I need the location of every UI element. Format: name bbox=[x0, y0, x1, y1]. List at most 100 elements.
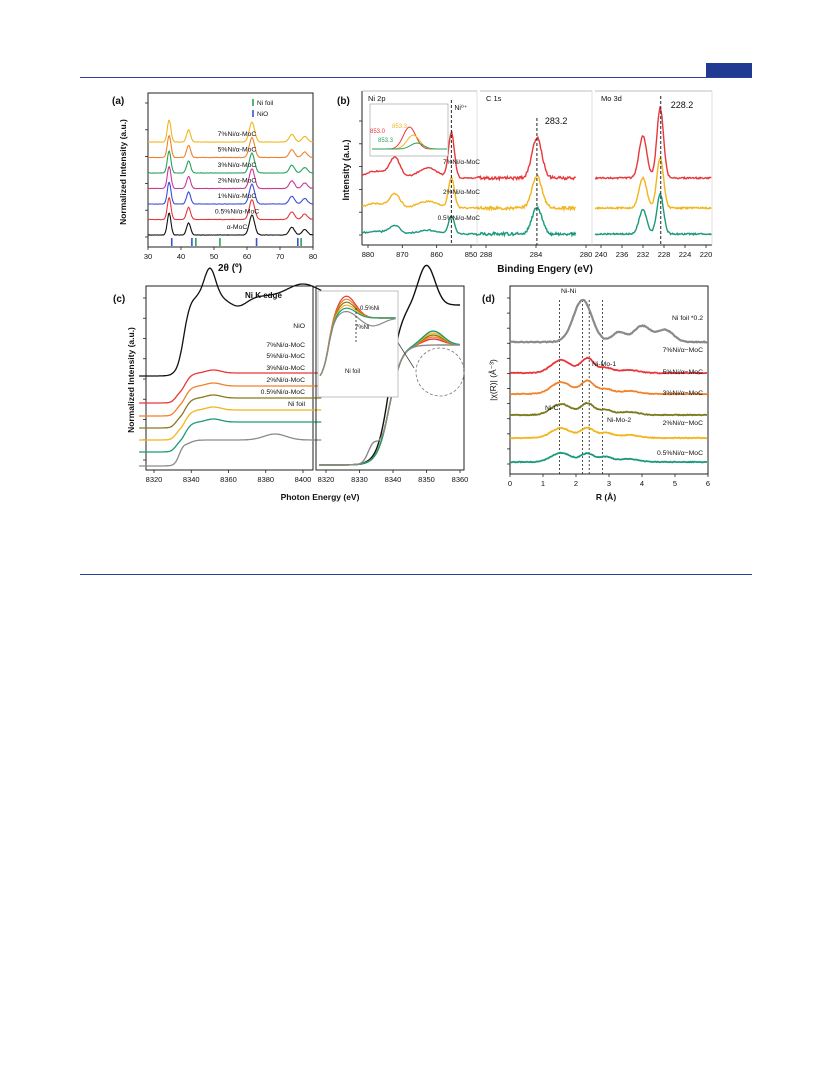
xanes-curve-0 bbox=[139, 267, 322, 377]
xrd-curve-5 bbox=[147, 134, 314, 159]
panel-d-x-tick-label: 3 bbox=[607, 479, 611, 488]
c1s-peak-label: 283.2 bbox=[545, 116, 568, 126]
xps-ni-curve-1 bbox=[361, 176, 477, 210]
panel-a-label: (a) bbox=[112, 96, 124, 107]
panel-d-x-tick-label: 6 bbox=[706, 479, 710, 488]
panel-c-right-x-tick-label: 8350 bbox=[418, 475, 435, 484]
exafs-curve-3 bbox=[509, 401, 708, 417]
xps-series-label: 2%Ni/α-MoC bbox=[443, 189, 480, 196]
exafs-curve-1 bbox=[509, 356, 708, 375]
xanes-series-label: 5%Ni/α-MoC bbox=[266, 353, 305, 360]
panel-c-zoom-frame bbox=[315, 285, 465, 471]
panel-a-ylabel: Normalized Intensity (a.u.) bbox=[118, 119, 128, 225]
panel-b-tick-label: 860 bbox=[430, 250, 443, 259]
xrd-series-label: 0.5%Ni/α-MoC bbox=[215, 209, 259, 216]
panel-d-x-tick-label: 2 bbox=[574, 479, 578, 488]
xps-series-label: 7%Ni/α-MoC bbox=[443, 159, 480, 166]
xanes-series-label: 2%Ni/α-MoC bbox=[266, 377, 305, 384]
xanes-curve-2 bbox=[139, 382, 322, 417]
panel-b-tick-label: 288 bbox=[480, 250, 493, 259]
xps-ni-curve-2 bbox=[361, 215, 477, 236]
xanes-curve-5 bbox=[139, 418, 322, 453]
xps-ni-curve-0 bbox=[361, 129, 477, 180]
inset-label-nifoil: Ni foil bbox=[345, 369, 360, 375]
xrd-curve-2 bbox=[147, 181, 313, 205]
xps-series-label: 0.5%Ni/α-MoC bbox=[438, 215, 481, 222]
panel-c-right-x-tick-label: 8320 bbox=[318, 475, 335, 484]
xrd-curve-6 bbox=[148, 119, 314, 143]
xrd-series-label: 3%Ni/α-MoC bbox=[218, 162, 257, 169]
panel-b-tick-label: 220 bbox=[700, 250, 713, 259]
panel-c-left-x-tick-label: 8360 bbox=[220, 475, 237, 484]
xrd-series-label: 2%Ni/α-MoC bbox=[218, 178, 257, 185]
xanes-series-label: 3%Ni/α-MoC bbox=[266, 365, 305, 372]
exafs-curve-0 bbox=[509, 298, 708, 344]
panel-c-left-x-tick-label: 8320 bbox=[146, 475, 163, 484]
panel-a-x-tick-label: 30 bbox=[144, 252, 152, 261]
ni-mo-1-label: Ni-Mo-1 bbox=[592, 361, 616, 368]
ni-mo-2-label: Ni-Mo-2 bbox=[607, 417, 631, 424]
panel-b-tick-label: 850 bbox=[465, 250, 478, 259]
inset-label-05: 0.5%Ni bbox=[360, 306, 379, 312]
panel-c-right-x-tick-label: 8360 bbox=[452, 475, 469, 484]
xps-mo-curve-1 bbox=[594, 156, 712, 211]
panel-a-x-tick-label: 70 bbox=[276, 252, 284, 261]
panel-c-ylabel: Normalized Intensity (a.u.) bbox=[126, 327, 136, 433]
inset-label-7: 7%Ni bbox=[355, 325, 369, 331]
xrd-curve-1 bbox=[147, 196, 314, 221]
panel-b-xlabel: Binding Engery (eV) bbox=[497, 264, 593, 275]
mo3d-peak-label: 228.2 bbox=[671, 100, 694, 110]
panel-b-tick-label: 228 bbox=[658, 250, 671, 259]
xrd-series-label: 1%Ni/α-MoC bbox=[218, 193, 257, 200]
panel-b-subtitle: Mo 3d bbox=[601, 94, 622, 103]
panel-a-x-tick-label: 50 bbox=[210, 252, 218, 261]
zoom-circle bbox=[415, 347, 465, 397]
panel-b-tick-label: 236 bbox=[616, 250, 629, 259]
inset-peak-label: 853.0 bbox=[370, 129, 386, 135]
xrd-curve-0 bbox=[147, 212, 314, 236]
xanes-curve-1 bbox=[139, 369, 322, 404]
exafs-series-label: Ni foil *0.2 bbox=[672, 315, 703, 322]
xanes-curve-3 bbox=[139, 394, 322, 429]
panel-c-frame bbox=[145, 285, 314, 471]
xps-c-curve-0 bbox=[475, 135, 577, 182]
panel-d-xlabel: R (Å) bbox=[596, 492, 616, 502]
panel-a-x-tick-label: 40 bbox=[177, 252, 185, 261]
exafs-curve-4 bbox=[509, 426, 708, 440]
xanes-series-label: Ni foil bbox=[288, 401, 305, 408]
panel-d-x-tick-label: 1 bbox=[541, 479, 545, 488]
panel-c-right-x-tick-label: 8340 bbox=[385, 475, 402, 484]
exafs-series-label: 0.5%Ni/α−MoC bbox=[657, 450, 703, 457]
header-tab bbox=[706, 63, 752, 77]
ni0-label: Ni⁰⁺ bbox=[454, 104, 467, 112]
legend-ni-foil-label: Ni foil bbox=[257, 100, 274, 107]
panel-a-x-tick-label: 80 bbox=[309, 252, 317, 261]
xps-c-curve-1 bbox=[475, 174, 576, 213]
xrd-series-label: α-MoC bbox=[227, 224, 248, 231]
ni-inset-curve-2 bbox=[372, 142, 447, 150]
exafs-curve-2 bbox=[509, 379, 708, 396]
panel-d-ylabel: |χ(R)| (Å⁻³) bbox=[488, 359, 498, 401]
panel-a-xlabel: 2θ (º) bbox=[218, 263, 242, 274]
ni-c-label: Ni-C bbox=[545, 405, 559, 412]
xanes-inset-curve-5 bbox=[319, 311, 396, 377]
panel-c-xlabel: Photon Energy (eV) bbox=[281, 492, 360, 502]
xanes-curve-6 bbox=[139, 433, 322, 467]
xrd-series-label: 5%Ni/α-MoC bbox=[218, 147, 257, 154]
panel-a-frame bbox=[147, 92, 314, 248]
panel-b-tick-label: 284 bbox=[530, 250, 543, 259]
xanes-series-label: 0.5%Ni/α-MoC bbox=[261, 389, 305, 396]
panel-c-left-x-tick-label: 8340 bbox=[183, 475, 200, 484]
panel-b-tick-label: 240 bbox=[595, 250, 608, 259]
xps-mo-curve-0 bbox=[595, 105, 712, 180]
panel-b-subtitle: C 1s bbox=[486, 94, 502, 103]
exafs-series-label: 3%Ni/α−MoC bbox=[663, 390, 703, 397]
footer-rule bbox=[80, 574, 752, 575]
panel-c-label: (c) bbox=[113, 294, 125, 305]
ni-ni-label: Ni-Ni bbox=[561, 288, 577, 295]
panel-b-tick-label: 880 bbox=[362, 250, 375, 259]
xanes-series-label: NiO bbox=[293, 323, 305, 330]
panel-c-left-x-tick-label: 8380 bbox=[257, 475, 274, 484]
panel-b-tick-label: 232 bbox=[637, 250, 650, 259]
